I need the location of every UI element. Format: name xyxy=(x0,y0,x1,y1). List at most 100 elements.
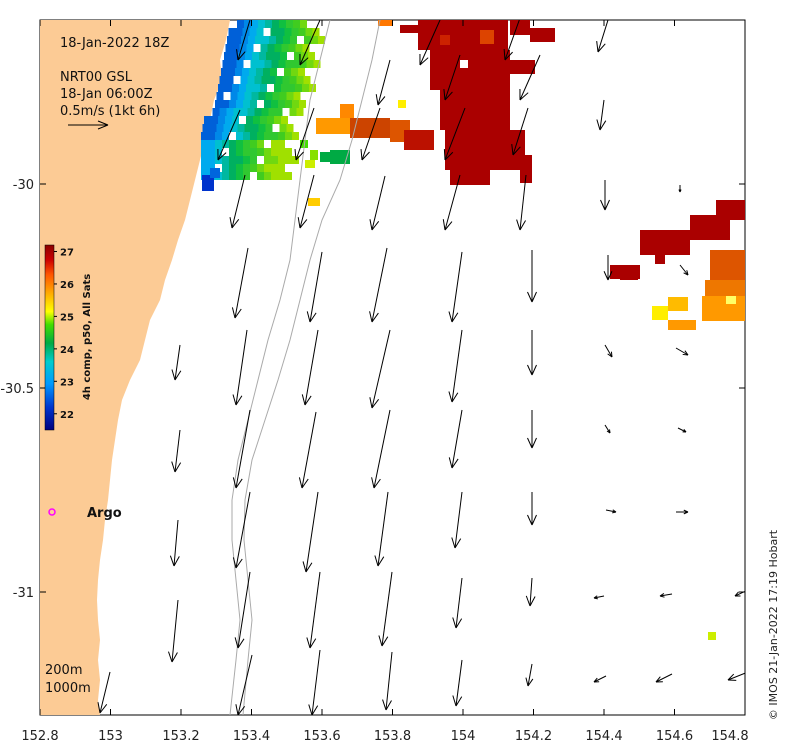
sst-pixel xyxy=(445,130,525,170)
sst-pixel xyxy=(229,148,236,156)
sst-pixel xyxy=(219,76,227,84)
current-time-label: 18-Jan 06:00Z xyxy=(60,87,153,102)
sst-pixel xyxy=(430,50,510,90)
sst-pixel xyxy=(291,68,298,76)
sst-pixel xyxy=(236,140,243,148)
sst-pixel xyxy=(268,108,276,116)
sst-pixel xyxy=(298,68,305,76)
current-arrow xyxy=(232,491,251,569)
sst-pixel xyxy=(222,100,229,108)
sst-pixel xyxy=(276,36,283,44)
sst-pixel xyxy=(273,52,280,60)
current-arrow xyxy=(503,20,520,61)
colorbar-tick-label: 23 xyxy=(60,377,74,388)
sst-pixel xyxy=(726,296,736,304)
sst-pixel xyxy=(231,52,238,60)
argo-label: Argo xyxy=(87,506,122,521)
current-arrow xyxy=(593,595,605,600)
scale-label: 0.5m/s (1kt 6h) xyxy=(60,104,160,119)
current-arrow xyxy=(604,424,611,434)
sst-pixel xyxy=(295,84,302,92)
sst-pixel xyxy=(274,44,282,52)
current-arrow xyxy=(229,174,246,229)
sst-pixel xyxy=(450,170,490,185)
sst-pixel xyxy=(286,92,294,100)
scale-arrow xyxy=(68,120,109,130)
sst-pixel xyxy=(330,150,350,164)
sst-pixel xyxy=(269,36,276,44)
sst-pixel xyxy=(296,108,304,116)
sst-pixel xyxy=(293,20,300,28)
sst-pixel xyxy=(404,130,434,150)
sst-pixel xyxy=(250,148,257,156)
x-tick-labels: 152.8 153 153.2 153.4 153.6 153.8 154 15… xyxy=(21,729,748,744)
sst-pixel xyxy=(272,20,279,28)
sst-pixel xyxy=(237,20,244,28)
sst-pixel xyxy=(216,92,224,100)
sst-pixel xyxy=(219,108,227,116)
sst-pixel xyxy=(306,60,314,68)
sst-pixel xyxy=(271,100,278,108)
x-tick-label: 153.6 xyxy=(303,729,340,744)
sst-pixel xyxy=(225,84,232,92)
sst-pixel xyxy=(278,140,285,148)
sst-pixel xyxy=(201,156,208,164)
sst-pixel xyxy=(278,132,285,140)
sst-pixel xyxy=(218,84,225,92)
sst-pixel xyxy=(378,20,392,26)
sst-pixel xyxy=(271,148,278,156)
sst-pixel xyxy=(211,116,218,124)
colorbar-tick-label: 27 xyxy=(60,247,74,258)
current-arrow xyxy=(234,571,251,649)
current-arrow xyxy=(448,329,463,403)
sst-pixel xyxy=(280,52,287,60)
current-arrow xyxy=(97,671,111,714)
sst-pixel xyxy=(215,140,222,148)
current-arrow xyxy=(232,329,248,406)
sst-pixel xyxy=(652,306,668,320)
sst-pixel xyxy=(252,52,259,60)
sst-pixel xyxy=(298,28,306,36)
sst-pixel xyxy=(236,156,243,164)
isobath-200m-label: 200m xyxy=(45,663,82,678)
sst-pixel xyxy=(236,60,244,68)
current-arrow xyxy=(232,409,251,489)
sst-pixel xyxy=(222,60,230,68)
sst-pixel xyxy=(204,116,211,124)
sst-pixel xyxy=(222,172,229,180)
sst-pixel xyxy=(267,116,274,124)
sst-pixel xyxy=(257,148,264,156)
sst-pixel xyxy=(236,100,243,108)
sst-pixel xyxy=(300,20,307,28)
sst-pixel xyxy=(520,155,532,183)
current-arrow xyxy=(442,174,461,231)
sst-pixel xyxy=(304,36,311,44)
sst-pixel xyxy=(236,172,243,180)
x-tick-label: 154.6 xyxy=(656,729,693,744)
current-arrow xyxy=(369,329,391,409)
current-arrow xyxy=(679,264,689,276)
sst-pixel xyxy=(285,156,292,164)
sst-pixel xyxy=(271,156,278,164)
current-arrow xyxy=(734,590,745,597)
sst-pixel xyxy=(228,68,235,76)
sst-pixel xyxy=(295,44,303,52)
sst-pixel xyxy=(218,116,225,124)
sst-pixel xyxy=(299,100,306,108)
sst-pixel xyxy=(285,100,292,108)
sst-pixel xyxy=(223,124,231,132)
current-arrow xyxy=(171,344,182,381)
sst-pixel xyxy=(264,132,271,140)
sst-pixel xyxy=(289,108,297,116)
sst-pixel xyxy=(230,124,238,132)
sst-pixel xyxy=(291,28,299,36)
sst-pixel xyxy=(243,156,250,164)
date-label: 18-Jan-2022 18Z xyxy=(60,36,169,51)
current-vector-layer xyxy=(97,20,745,715)
axis-ticks xyxy=(39,20,746,715)
current-arrow xyxy=(448,409,463,469)
current-arrow xyxy=(306,571,321,649)
sst-pixel xyxy=(270,68,277,76)
sst-pixel xyxy=(305,28,313,36)
sst-pixel xyxy=(250,164,257,172)
